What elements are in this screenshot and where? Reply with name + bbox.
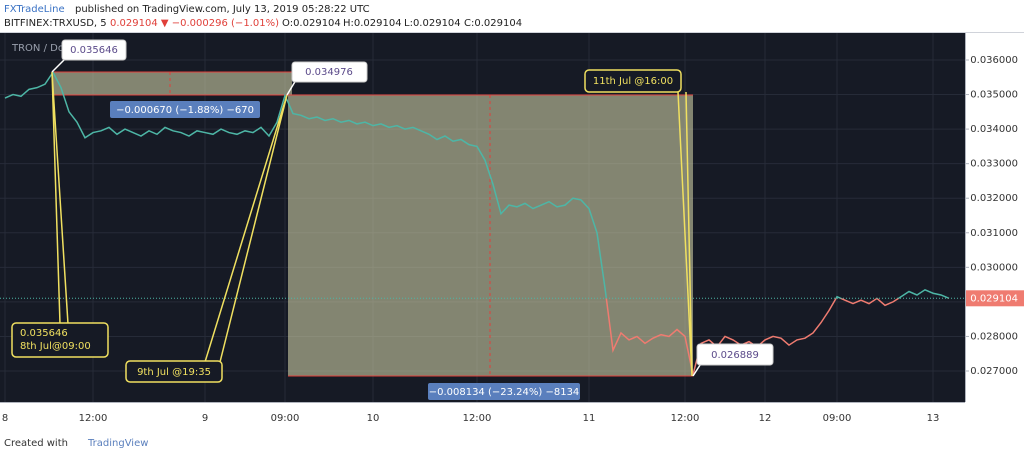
x-tick-label: 9	[202, 413, 208, 424]
price-change: 0.029104 ▼ −0.000296 (−1.01%)	[110, 18, 279, 29]
measure-text: −0.008134 (−23.24%) −8134	[429, 387, 580, 398]
callout-line	[677, 91, 693, 377]
y-axis-area	[965, 33, 1024, 403]
y-tick-label: 0.030000	[970, 262, 1018, 273]
ohlc: C:0.029104	[464, 18, 522, 29]
callout-box	[11, 322, 109, 358]
axes: 0.0270000.0280000.0290000.0300000.031000…	[2, 55, 1024, 424]
y-tick-label: 0.036000	[970, 55, 1018, 66]
callout-text: 0.026889	[711, 350, 759, 361]
callout-text: 9th Jul @19:35	[137, 367, 211, 378]
legend: TRON / Do	[11, 43, 64, 54]
ohlc: L:0.029104	[404, 18, 461, 29]
x-tick-label: 09:00	[271, 413, 300, 424]
x-tick-label: 13	[927, 413, 940, 424]
last-price-label: 0.029104	[970, 293, 1018, 304]
callout-box	[125, 360, 223, 383]
callout-text: 11th Jul @16:00	[593, 76, 673, 87]
callout-text: 8th Jul@09:00	[20, 341, 91, 352]
range-lines	[52, 71, 693, 377]
x-tick-label: 8	[2, 413, 8, 424]
last-price-tag	[966, 290, 1024, 307]
x-tick-label: 12	[759, 413, 772, 424]
callout-box	[61, 39, 127, 61]
x-tick-label: 09:00	[823, 413, 852, 424]
chart-title: published on TradingView.com, July 13, 2…	[75, 4, 370, 15]
callout-box	[291, 61, 368, 83]
callout-text: 0.034976	[305, 67, 353, 78]
measure-text: −0.000670 (−1.88%) −670	[116, 105, 254, 116]
measure-label	[110, 101, 260, 118]
y-tick-label: 0.027000	[970, 366, 1018, 377]
x-tick-label: 12:00	[79, 413, 108, 424]
publisher[interactable]: FXTradeLine	[4, 4, 65, 15]
price-line	[4, 70, 950, 376]
y-tick-label: 0.033000	[970, 159, 1018, 170]
x-tick-label: 11	[583, 413, 596, 424]
callout-text: 0.035646	[70, 45, 118, 56]
series-layer	[0, 70, 965, 376]
callout-line	[286, 79, 297, 96]
measure-label	[428, 383, 580, 400]
y-tick-label: 0.034000	[970, 124, 1018, 135]
symbol: BITFINEX:TRXUSD, 5	[4, 18, 107, 29]
y-tick-label: 0.032000	[970, 193, 1018, 204]
callout-box	[584, 69, 682, 93]
range-box	[52, 72, 292, 95]
y-tick-label: 0.028000	[970, 331, 1018, 342]
callout-text: 0.035646	[20, 328, 68, 339]
callout-box	[696, 343, 774, 366]
ohlc: H:0.029104	[343, 18, 402, 29]
ohlc: O:0.029104	[282, 18, 341, 29]
x-tick-label: 12:00	[671, 413, 700, 424]
footer: Created with	[4, 438, 68, 449]
y-tick-label: 0.035000	[970, 90, 1018, 101]
y-tick-label: 0.031000	[970, 228, 1018, 239]
x-axis-area	[0, 402, 1024, 432]
x-tick-label: 10	[367, 413, 380, 424]
footer-brand[interactable]: TradingView	[87, 438, 148, 449]
x-tick-label: 12:00	[463, 413, 492, 424]
